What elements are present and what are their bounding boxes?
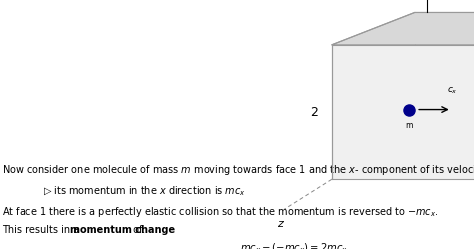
Polygon shape	[332, 12, 474, 45]
Text: $mc_x - (-mc_x) = 2mc_x$: $mc_x - (-mc_x) = 2mc_x$	[240, 242, 348, 249]
Text: m: m	[405, 121, 413, 130]
Text: 2: 2	[310, 106, 318, 119]
Text: Now consider one molecule of mass $m$ moving towards face 1 and the $x$- compone: Now consider one molecule of mass $m$ mo…	[2, 163, 474, 177]
Text: At face 1 there is a perfectly elastic collision so that the momentum is reverse: At face 1 there is a perfectly elastic c…	[2, 205, 439, 219]
Text: momentum change: momentum change	[70, 225, 175, 235]
Text: $c_x$: $c_x$	[447, 85, 458, 96]
Text: z: z	[277, 219, 283, 229]
Text: $\triangleright$ its momentum in the $x$ direction is $mc_x$: $\triangleright$ its momentum in the $x$…	[43, 184, 246, 198]
Text: of:: of:	[130, 225, 146, 235]
Text: This results in a: This results in a	[2, 225, 83, 235]
Polygon shape	[332, 45, 474, 179]
